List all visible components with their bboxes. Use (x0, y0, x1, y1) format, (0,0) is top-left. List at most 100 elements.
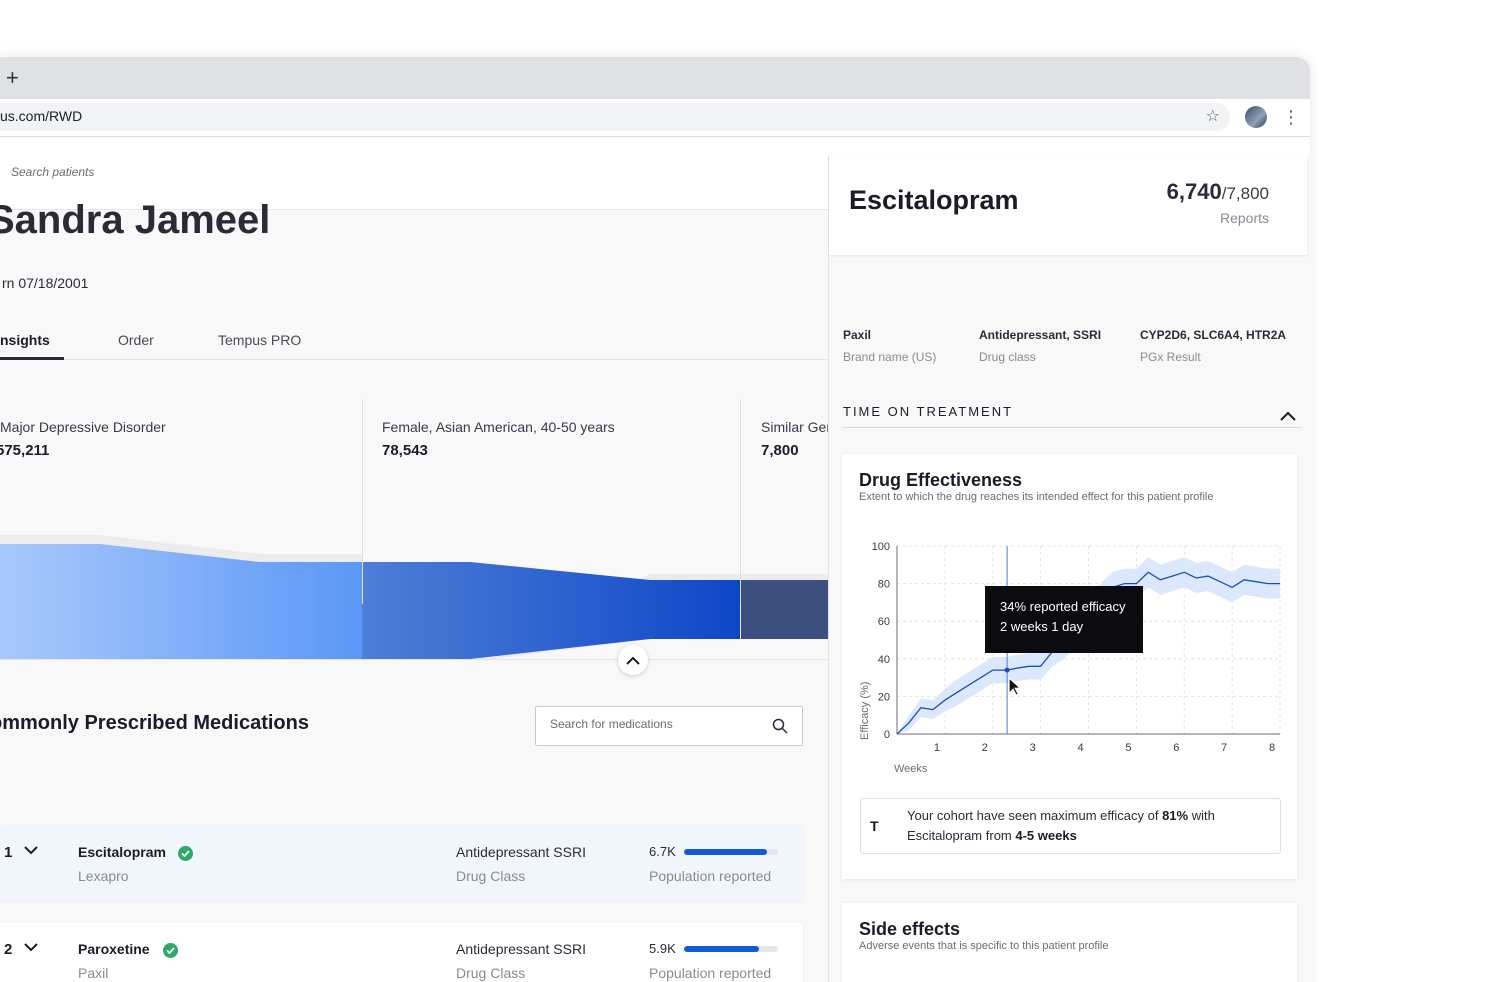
efficacy-insight: T Your cohort have seen maximum efficacy… (860, 798, 1281, 854)
pgx-result-value: CYP2D6, SLC6A4, HTR2A (1140, 328, 1287, 342)
patient-dob: rn 07/18/2001 (2, 275, 89, 291)
y-tick-label: 40 (878, 654, 890, 666)
x-tick-label: 1 (934, 742, 940, 754)
hover-point (1004, 667, 1010, 673)
efficacy-chart[interactable]: 0 20 40 60 80 100 1 2 3 4 5 6 7 8 Weeks Efficacy (%) (842, 514, 1297, 784)
medication-name: Paroxetine (78, 941, 150, 957)
reports-label: Reports (1219, 210, 1269, 226)
pgx-result-label: PGx Result (1140, 350, 1201, 364)
collapse-funnel-button[interactable] (618, 645, 648, 675)
medications-title: ommonly Prescribed Medications (0, 712, 309, 734)
insight-range: 4-5 weeks (1015, 828, 1077, 843)
card-subtitle: Adverse events that is specific to this … (859, 940, 1109, 952)
chevron-down-icon[interactable] (24, 943, 38, 952)
medication-population-label: Population reported (649, 868, 772, 884)
patient-search-input[interactable]: Search patients (11, 165, 95, 179)
chevron-down-icon[interactable] (24, 846, 38, 855)
insight-pre: Your cohort have seen maximum efficacy o… (907, 808, 1163, 823)
tab-order[interactable]: Order (118, 332, 154, 348)
medication-rank: 2 (4, 941, 13, 958)
x-tick-label: 5 (1125, 742, 1131, 754)
card-title: Drug Effectiveness (859, 470, 1023, 490)
medication-population: 5.9K (649, 941, 676, 956)
tooltip-line2: 2 weeks 1 day (1000, 619, 1084, 634)
chevron-up-icon (626, 656, 640, 665)
tempus-logo-icon: T (870, 818, 879, 834)
section-title: TIME ON TREATMENT (843, 404, 1014, 419)
y-axis-label: Efficacy (%) (859, 682, 871, 740)
efficacy-confidence-band (897, 557, 1280, 734)
medication-population-label: Population reported (649, 965, 772, 981)
funnel-graphic (0, 535, 830, 659)
x-tick-label: 3 (1030, 742, 1036, 754)
funnel-value-3: 7,800 (761, 442, 799, 459)
medication-row[interactable]: 1 Escitalopram Lexapro Antidepressant SS… (0, 826, 803, 900)
drug-header: Escitalopram 6,740/7,800 Reports (829, 155, 1307, 255)
medication-class: Antidepressant SSRI (456, 844, 586, 860)
section-divider (843, 427, 1301, 428)
population-bar-fill (684, 849, 767, 855)
url-text: us.com/RWD (0, 108, 83, 124)
y-tick-label: 100 (872, 541, 890, 553)
funnel-divider (740, 399, 741, 604)
drug-effectiveness-card: Drug Effectiveness Extent to which the d… (842, 454, 1297, 879)
insight-text: Your cohort have seen maximum efficacy o… (907, 806, 1267, 846)
tooltip-line1: 34% reported efficacy (1000, 599, 1126, 614)
search-icon[interactable] (772, 718, 788, 734)
medication-search-input[interactable] (550, 717, 760, 731)
drug-class-value: Antidepressant, SSRI (979, 328, 1102, 342)
new-tab-button[interactable]: + (6, 65, 19, 90)
y-tick-label: 20 (878, 691, 890, 703)
x-tick-label: 6 (1173, 742, 1179, 754)
medication-brand: Paxil (78, 965, 109, 981)
card-subtitle: Extent to which the drug reaches its int… (859, 491, 1214, 503)
drug-detail-panel: Escitalopram 6,740/7,800 Reports Paxil B… (828, 155, 1312, 982)
browser-menu-icon[interactable]: ⋮ (1282, 107, 1300, 127)
cohort-funnel: Major Depressive Disorder 575,211 Female… (0, 399, 830, 659)
patient-name: Sandra Jameel (0, 198, 271, 242)
verified-check-icon (163, 943, 178, 958)
side-effects-card: Side effects Adverse events that is spec… (842, 903, 1297, 982)
x-tick-label: 4 (1077, 742, 1083, 754)
chevron-up-icon[interactable] (1280, 411, 1296, 421)
bookmark-star-icon[interactable]: ☆ (1205, 108, 1220, 125)
x-tick-label: 8 (1269, 742, 1275, 754)
x-axis-label: Weeks (894, 763, 928, 775)
insight-pct: 81% (1162, 808, 1189, 823)
y-tick-label: 0 (884, 729, 890, 741)
medication-brand: Lexapro (78, 868, 129, 884)
funnel-label-3: Similar Ger (761, 419, 830, 435)
funnel-divider (362, 399, 363, 604)
address-bar: us.com/RWD ☆ ⋮ (0, 99, 1310, 137)
y-tick-label: 80 (878, 579, 890, 591)
population-bar (684, 849, 778, 855)
population-bar-fill (684, 946, 760, 952)
medication-row[interactable]: 2 Paroxetine Paxil Antidepressant SSRI D… (0, 923, 803, 982)
url-field[interactable]: us.com/RWD ☆ (0, 103, 1230, 131)
funnel-value-1: 575,211 (0, 442, 50, 459)
medication-population: 6.7K (649, 844, 676, 859)
medication-class: Antidepressant SSRI (456, 941, 586, 957)
reports-count-value: 6,740 (1166, 179, 1222, 204)
verified-check-icon (178, 846, 193, 861)
chart-tooltip: 34% reported efficacy 2 weeks 1 day (985, 586, 1143, 653)
funnel-label-2: Female, Asian American, 40-50 years (382, 419, 615, 435)
y-tick-label: 60 (878, 616, 890, 628)
tab-insights[interactable]: nsights (0, 332, 50, 348)
medication-search[interactable] (535, 706, 803, 746)
medication-rank: 1 (4, 844, 13, 861)
x-tick-label: 7 (1221, 742, 1227, 754)
reports-total: /7,800 (1221, 184, 1269, 203)
drug-class-label: Drug class (979, 350, 1036, 364)
funnel-segment-3 (741, 580, 830, 639)
x-tick-label: 2 (982, 742, 988, 754)
brand-name-label: Brand name (US) (843, 350, 937, 364)
medication-class-label: Drug Class (456, 965, 526, 981)
tab-bar: + (0, 57, 1310, 99)
funnel-divider-bottom (0, 659, 830, 660)
tab-tempus-pro[interactable]: Tempus PRO (218, 332, 302, 348)
card-title: Side effects (859, 919, 961, 939)
browser-profile-avatar[interactable] (1245, 106, 1267, 128)
funnel-segment-1 (0, 544, 362, 659)
reports-count: 6,740/7,800 (1167, 179, 1269, 205)
